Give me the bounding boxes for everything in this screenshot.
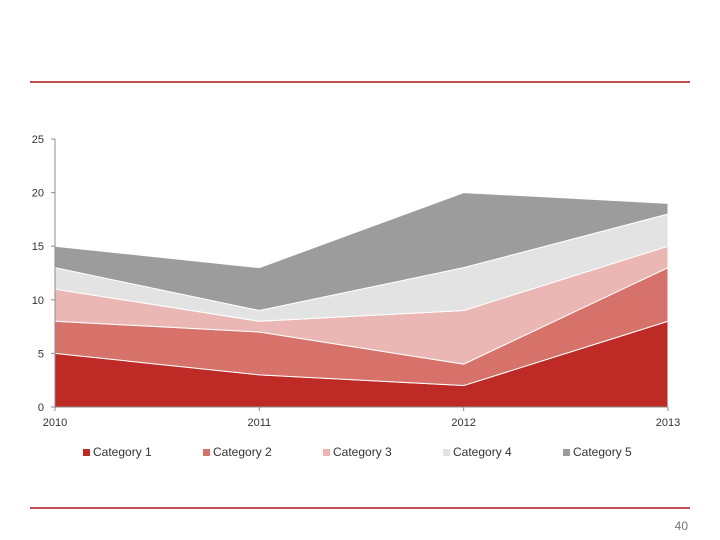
y-tick-label: 5 xyxy=(38,348,44,360)
legend-item-category-1: Category 1 xyxy=(83,445,203,459)
legend-item-category-5: Category 5 xyxy=(563,445,683,459)
top-divider-rule xyxy=(30,81,690,83)
legend-swatch-category-1 xyxy=(83,448,90,456)
legend-swatch-category-3 xyxy=(323,448,330,456)
y-tick-label: 25 xyxy=(32,134,44,146)
bottom-divider-rule xyxy=(30,507,690,509)
chart-ticks: 0 5 10 15 20 25 2010 2011 2012 2013 xyxy=(32,134,680,429)
legend-label-category-2: Category 2 xyxy=(213,445,272,459)
legend-swatch-category-5 xyxy=(563,448,570,456)
legend-label-category-3: Category 3 xyxy=(333,445,392,459)
legend-item-category-3: Category 3 xyxy=(323,445,443,459)
y-tick-label: 0 xyxy=(38,402,44,414)
chart-areas xyxy=(54,192,669,408)
legend-label-category-1: Category 1 xyxy=(93,445,152,459)
legend-swatch-category-4 xyxy=(443,448,450,456)
legend-swatch-category-2 xyxy=(203,448,210,456)
legend-label-category-4: Category 4 xyxy=(453,445,512,459)
area-category-5 xyxy=(54,192,669,312)
x-tick-label: 2013 xyxy=(656,417,680,429)
y-tick-label: 10 xyxy=(32,295,44,307)
x-tick-label: 2012 xyxy=(451,417,475,429)
legend-item-category-2: Category 2 xyxy=(203,445,323,459)
chart-legend: Category 1 Category 2 Category 3 Categor… xyxy=(83,444,683,460)
legend-label-category-5: Category 5 xyxy=(573,445,632,459)
y-tick-label: 15 xyxy=(32,241,44,253)
legend-item-category-4: Category 4 xyxy=(443,445,563,459)
y-tick-label: 20 xyxy=(32,188,44,200)
x-tick-label: 2011 xyxy=(248,417,272,429)
chart-axes xyxy=(54,139,668,408)
x-tick-label: 2010 xyxy=(43,417,67,429)
page-number: 40 xyxy=(674,519,688,533)
